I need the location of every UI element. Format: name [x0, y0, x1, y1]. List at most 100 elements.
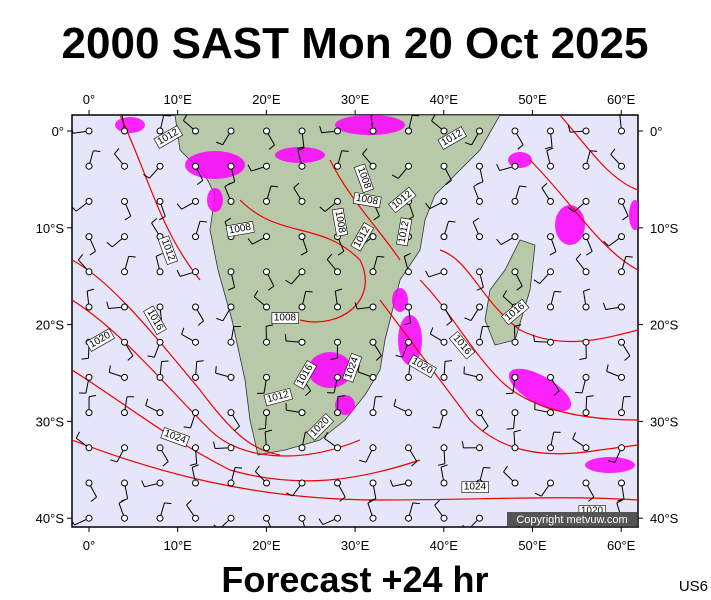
isobar-label-box — [396, 217, 413, 247]
station — [227, 303, 235, 311]
wind-barb-feather — [72, 128, 74, 134]
wind-barb-feather — [324, 431, 328, 439]
station — [85, 373, 93, 381]
station — [263, 303, 270, 311]
isobar-label-box — [437, 126, 467, 150]
isobar-label: 1012 — [397, 220, 412, 244]
station — [85, 233, 93, 241]
isobar-label: 1008 — [355, 193, 379, 208]
station — [85, 162, 93, 170]
station — [582, 233, 590, 241]
station — [618, 479, 625, 487]
wind-barb-feather — [300, 251, 308, 256]
isobar-label-box — [293, 360, 318, 390]
wind-barb-feather — [437, 463, 445, 466]
wind-barb-feather — [199, 220, 208, 223]
station — [85, 409, 93, 417]
station — [369, 127, 377, 135]
wind-barb-feather — [341, 150, 349, 152]
station — [440, 373, 448, 381]
wind-barb-feather — [519, 185, 527, 188]
station — [618, 373, 625, 381]
wind-barb-feather — [268, 533, 274, 537]
wind-barb-feather — [496, 238, 502, 245]
wind-barb-feather — [533, 279, 540, 284]
station — [334, 127, 341, 135]
wind-barb-feather — [496, 163, 501, 171]
station — [405, 338, 412, 346]
station — [298, 338, 306, 346]
lat-label-left: 0° — [52, 124, 64, 139]
wind-barb-feather — [235, 467, 243, 469]
wind-barb-feather — [224, 217, 232, 223]
wind-barb-feather — [127, 355, 134, 361]
wind-barb-feather — [89, 394, 97, 398]
station — [405, 162, 412, 170]
wind-barb-feather — [403, 322, 411, 326]
wind-barb-feather — [72, 520, 75, 526]
station — [440, 338, 448, 346]
station — [618, 268, 625, 276]
station — [511, 233, 519, 241]
station — [156, 303, 164, 311]
wind-barb-feather — [258, 428, 266, 430]
station — [334, 373, 341, 381]
wind-barb-feather — [318, 518, 324, 525]
station — [227, 127, 235, 135]
station — [227, 444, 235, 452]
station — [547, 268, 554, 276]
wind-barb-feather — [616, 499, 624, 504]
wind-barb-feather — [425, 270, 430, 278]
wind-barb-feather — [444, 360, 453, 362]
station — [192, 268, 199, 276]
wind-barb-feather — [337, 250, 345, 256]
station — [334, 514, 341, 522]
wind-barb-feather — [216, 317, 224, 322]
station — [263, 373, 270, 381]
station — [334, 479, 341, 487]
station — [227, 514, 235, 522]
wind-barb-feather — [464, 142, 472, 146]
wind-barb-feather — [516, 533, 522, 537]
wind-barb-feather — [567, 125, 571, 133]
station — [298, 409, 306, 417]
station — [511, 127, 519, 135]
wind-barb-feather — [590, 150, 598, 152]
station — [476, 197, 483, 205]
station — [618, 127, 625, 135]
isobar-label-box — [271, 312, 299, 324]
wind-barb-feather — [377, 255, 385, 258]
wind-barb-feather — [586, 395, 594, 398]
station — [192, 409, 199, 417]
wind-barb-feather — [143, 174, 150, 179]
station — [405, 514, 412, 522]
isobar-label-box — [407, 354, 437, 379]
wind-barb-feather — [266, 324, 274, 327]
station — [440, 268, 448, 276]
station — [582, 338, 590, 346]
station — [85, 197, 93, 205]
copyright-box — [507, 512, 637, 526]
station — [121, 514, 128, 522]
wind-barb-feather — [404, 252, 411, 257]
wind-barb-feather — [572, 432, 577, 440]
wind-barb-feather — [607, 460, 616, 463]
station — [85, 514, 93, 522]
station — [582, 162, 590, 170]
wind-barb-feather — [300, 534, 306, 537]
isobar-label-group: 1008 — [225, 221, 255, 238]
wind-barb-feather — [213, 441, 216, 449]
wind-barb-feather — [603, 240, 609, 247]
station — [156, 162, 164, 170]
station — [156, 127, 164, 135]
wind-barb-feather — [176, 203, 182, 210]
wind-barb-feather — [176, 269, 181, 277]
wind-barb-feather — [625, 255, 633, 258]
wind-barb-feather — [158, 216, 166, 221]
lat-label-right: 40°S — [650, 511, 679, 526]
station — [440, 127, 448, 135]
station — [547, 409, 554, 417]
lat-label-left: 40°S — [36, 511, 65, 526]
wind-barb-feather — [164, 502, 172, 505]
station — [440, 197, 448, 205]
